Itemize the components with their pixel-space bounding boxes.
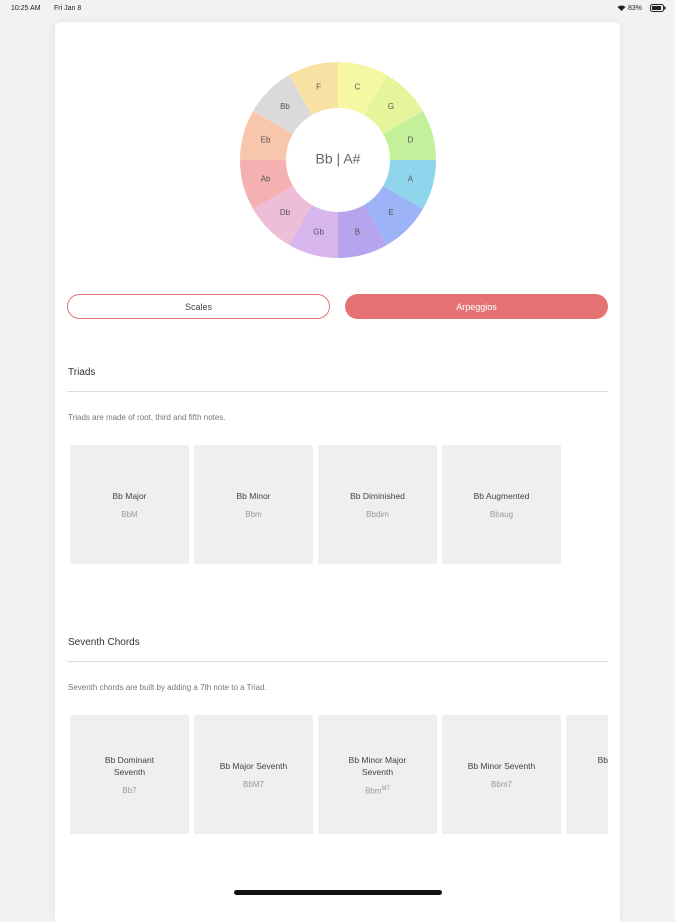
chord-symbol: Bbaug [489, 510, 514, 519]
chord-symbol: Bb7 [122, 786, 137, 795]
battery: 83% [628, 5, 643, 12]
note-segment[interactable] [364, 75, 423, 134]
time: 10:25 AM [11, 5, 41, 12]
section-title: Seventh Chords [68, 637, 140, 648]
chord-symbol: Bbm7 [491, 780, 512, 789]
note-segment[interactable] [383, 160, 436, 209]
chord-card[interactable]: Bb Minor Seventh Bbm7 [442, 715, 561, 834]
note-segment[interactable] [338, 205, 387, 258]
chord-name: Bb Minor [236, 491, 271, 501]
divider [67, 391, 608, 392]
note-label: Ab [261, 175, 271, 184]
note-label: A [408, 175, 414, 184]
note-segment[interactable] [364, 186, 423, 245]
chord-symbol: BbM [121, 510, 138, 519]
wifi-icon [617, 5, 626, 11]
chord-name: Bb Minor Major Seventh [348, 754, 407, 777]
chord-card[interactable]: Bb Minor Major Seventh BbmM7 [318, 715, 437, 834]
chord-name: Bb Major [112, 491, 147, 501]
chord-name: Bb Minor Seventh [467, 761, 536, 771]
note-label: Eb [261, 136, 271, 145]
chord-card[interactable]: Bb Augmented Bbaug [442, 445, 561, 564]
note-segment[interactable] [253, 186, 312, 245]
chord-card[interactable]: Bb Augmented Seventh| [566, 715, 608, 834]
chord-symbol: Bbdim [366, 510, 389, 519]
note-segment[interactable] [240, 111, 293, 160]
note-label: E [388, 208, 393, 217]
chord-symbol: BbM7 [243, 780, 264, 789]
note-segment[interactable] [289, 205, 338, 258]
battery-icon [650, 4, 666, 12]
chord-name: Bb Dominant Seventh [104, 755, 155, 777]
chord-name: Bb Augmented [473, 491, 530, 501]
arpeggios-tab[interactable]: Arpeggios [345, 294, 608, 319]
note-label: F [316, 83, 321, 92]
note-segment[interactable] [240, 160, 293, 209]
note-segment[interactable] [338, 62, 387, 115]
chord-card[interactable]: Bb Diminished Bbdim [318, 445, 437, 564]
chord-name: Bb Major Seventh [219, 761, 288, 771]
circle-of-fifths: C G D A E B Gb Db Ab Eb Bb F Bb | A# [240, 62, 436, 258]
chord-card[interactable]: Bb Dominant Seventh Bb7 [70, 715, 189, 834]
note-segment[interactable] [289, 62, 338, 115]
note-label: Bb [280, 102, 290, 111]
chord-symbol: Bbm [245, 510, 262, 519]
note-label: B [355, 228, 360, 237]
status-bar: 10:25 AM Fri Jan 8 83% [0, 0, 675, 18]
note-label: C [355, 83, 361, 92]
chord-symbol: BbmM7 [365, 785, 390, 796]
note-label: G [388, 102, 394, 111]
note-label: Db [280, 208, 291, 217]
section-description: Seventh chords are built by adding a 7th… [68, 683, 267, 692]
chord-symbol-sup: M7 [381, 785, 390, 792]
chord-card[interactable]: Bb Major BbM [70, 445, 189, 564]
chord-card[interactable]: Bb Major Seventh BbM7 [194, 715, 313, 834]
divider [67, 661, 608, 662]
note-label: Gb [313, 228, 324, 237]
chord-name: Bb Augmented Seventh [597, 755, 608, 765]
chord-card[interactable]: Bb Minor Bbm [194, 445, 313, 564]
note-label: D [408, 136, 414, 145]
note-segment[interactable] [383, 111, 436, 160]
note-segment[interactable] [253, 75, 312, 134]
selected-key: Bb | A# [316, 151, 361, 167]
section-title: Triads [68, 367, 96, 378]
chord-name: Bb Diminished [350, 491, 405, 501]
chord-row: Bb Dominant Seventh Bb7 Bb Major Seventh Bb… [70, 715, 608, 835]
chord-row: Bb Major BbM Bb Minor Bbm Bb Diminished Bbdim… [70, 445, 608, 565]
section-description: Triads are made of root, third and fifth… [68, 413, 226, 422]
date: Fri Jan 8 [54, 5, 82, 12]
scales-tab[interactable]: Scales [67, 294, 330, 319]
home-indicator [234, 890, 442, 895]
